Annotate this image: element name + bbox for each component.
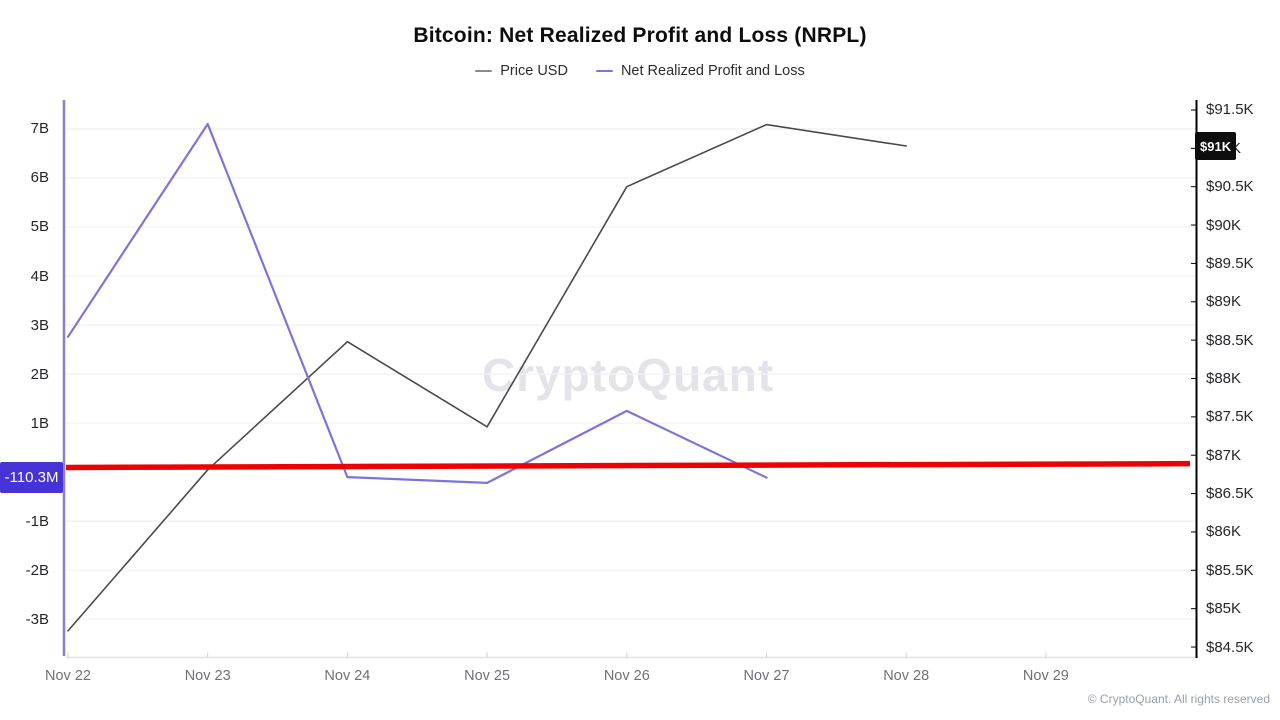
chart-title: Bitcoin: Net Realized Profit and Loss (N… (413, 24, 867, 47)
left-axis-tick-label: 4B (30, 267, 49, 285)
left-axis-tick-label: 7B (30, 120, 49, 138)
left-axis-tick-label: 3B (30, 316, 49, 334)
right-axis-tick-label: $88K (1206, 370, 1242, 387)
right-axis-tick-label: $86.5K (1206, 485, 1254, 503)
x-axis-tick-label: Nov 23 (184, 668, 231, 684)
red-trendline[interactable] (65, 460, 1191, 471)
x-axis-tick-label: Nov 25 (464, 668, 511, 684)
x-axis-tick-label: Nov 24 (324, 668, 371, 684)
right-axis-tick-label: $85.5K (1206, 561, 1254, 579)
legend-label-price-usd: Price USD (500, 63, 568, 79)
left-axis-tick-label: 6B (30, 169, 49, 187)
chart-legend: Price USD Net Realized Profit and Loss (0, 63, 1280, 79)
left-axis-tick-label: 2B (30, 365, 49, 383)
series-line-price-usd[interactable] (67, 123, 908, 632)
legend-item-nrpl[interactable]: Net Realized Profit and Loss (595, 63, 805, 79)
right-axis-tick-label: $88.5K (1206, 331, 1254, 349)
right-axis-tick-label: $86K (1206, 523, 1242, 541)
legend-item-price-usd[interactable]: Price USD (475, 63, 568, 79)
price-latest-value-badge: $91K (1195, 132, 1237, 161)
x-axis-tick-label: Nov 29 (1022, 668, 1069, 684)
legend-label-nrpl: Net Realized Profit and Loss (620, 63, 805, 79)
copyright-text: © CryptoQuant. All rights reserved (1087, 692, 1270, 706)
cryptoquant-watermark: CryptoQuant (481, 349, 775, 401)
price-line-swatch-icon (475, 69, 493, 73)
right-axis-tick-label: $90.5K (1206, 178, 1254, 196)
right-axis-tick-label: $89K (1206, 293, 1242, 311)
left-axis-tick-label: 5B (30, 218, 49, 236)
right-axis-tick-label: $87K (1206, 446, 1242, 464)
right-axis-tick-label: $91.5K (1206, 101, 1254, 119)
right-axis-tick-label: $90K (1206, 216, 1242, 234)
left-axis-tick-label: -2B (25, 561, 49, 579)
x-axis-tick-label: Nov 26 (603, 668, 650, 684)
series-line-nrpl[interactable] (66, 122, 768, 484)
nrpl-line-swatch-icon (595, 69, 613, 73)
x-axis-tick-label: Nov 28 (883, 668, 930, 684)
left-axis-tick-label: -3B (25, 610, 49, 628)
nrpl-latest-value-badge: -110.3M (0, 462, 63, 494)
x-axis-tick-label: Nov 27 (743, 668, 790, 684)
left-axis-tick-label: -1B (25, 512, 49, 530)
left-axis-tick-label: 1B (30, 414, 49, 432)
x-axis-tick-label: Nov 22 (45, 668, 91, 684)
right-axis-tick-label: $89.5K (1206, 254, 1254, 272)
right-axis-tick-label: $87.5K (1206, 408, 1254, 426)
right-axis-tick-label: $84.5K (1206, 638, 1254, 656)
right-axis-tick-label: $85K (1206, 600, 1242, 618)
